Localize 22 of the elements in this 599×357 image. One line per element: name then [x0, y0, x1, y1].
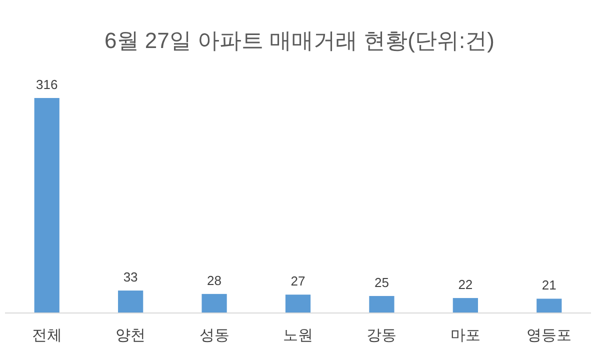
- data-label: 316: [36, 77, 58, 92]
- bar: [536, 298, 562, 313]
- x-tick-label: 영등포: [526, 327, 572, 344]
- x-tick-label: 강동: [366, 327, 397, 344]
- bar: [118, 290, 144, 313]
- bar: [34, 98, 60, 313]
- x-tick-label: 양천: [116, 327, 146, 344]
- x-tick-label: 마포: [450, 327, 480, 344]
- data-label: 22: [458, 277, 473, 292]
- data-label: 21: [542, 278, 556, 293]
- data-label: 27: [290, 274, 306, 289]
- chart-title: 6월 27일 아파트 매매거래 현황(단위:건): [104, 28, 494, 53]
- data-label: 25: [374, 274, 389, 290]
- bar: [369, 296, 394, 313]
- data-label: 28: [207, 272, 222, 288]
- data-label: 33: [123, 270, 138, 285]
- x-tick-label: 전체: [32, 327, 62, 344]
- x-tick-label: 성동: [199, 327, 230, 344]
- bar: [452, 298, 478, 313]
- x-tick-label: 노원: [283, 327, 313, 344]
- bar: [285, 294, 311, 313]
- bar: [202, 294, 227, 313]
